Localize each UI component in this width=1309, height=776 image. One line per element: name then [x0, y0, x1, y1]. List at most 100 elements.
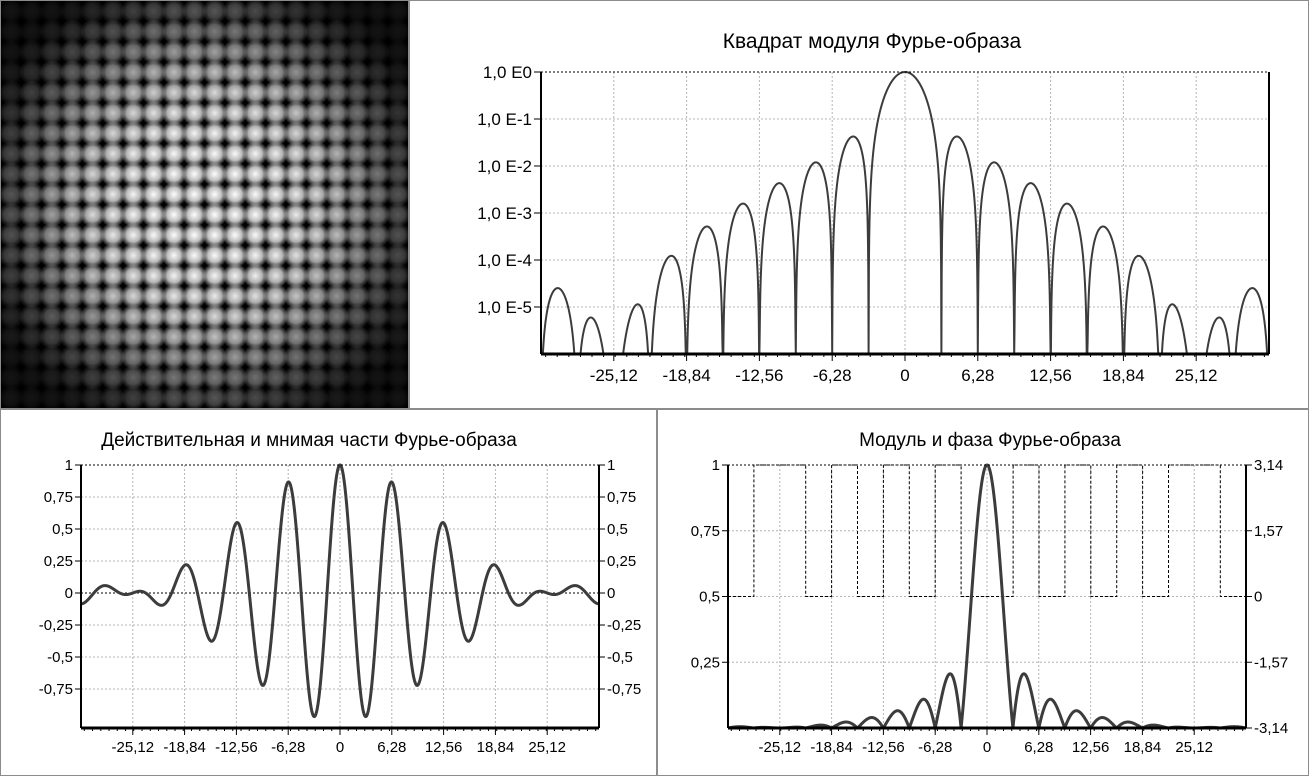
- image-dot: [263, 141, 289, 167]
- image-dot: [59, 120, 85, 146]
- image-dot: [344, 385, 370, 408]
- image-dot: [222, 364, 248, 391]
- image-dot: [283, 79, 309, 106]
- y2-tick-label: -0,75: [607, 681, 641, 698]
- y-tick-label: 1,0 E0: [483, 63, 532, 82]
- image-dot: [100, 263, 126, 289]
- image-dot: [39, 385, 65, 408]
- image-dot: [263, 303, 289, 330]
- image-dot: [202, 242, 228, 268]
- image-dot: [100, 222, 126, 248]
- image-dot: [303, 100, 330, 126]
- image-dot: [100, 324, 126, 350]
- image-dot: [18, 161, 45, 187]
- image-dot: [161, 79, 187, 106]
- x-tick-label: 18,84: [1102, 366, 1145, 385]
- y-tick-label: 0,5: [699, 589, 720, 606]
- image-dot: [324, 120, 350, 146]
- y2-tick-label: -0,5: [607, 649, 633, 666]
- image-dot: [59, 202, 85, 228]
- image-dot: [303, 242, 330, 268]
- image-dot: [1, 181, 24, 207]
- chart-title: Квадрат модуля Фурье-образа: [723, 30, 1022, 53]
- image-dot: [1, 100, 24, 126]
- image-dot: [364, 303, 391, 330]
- image-dot: [364, 1, 391, 24]
- image-dot: [39, 141, 65, 167]
- image-dot: [79, 303, 106, 330]
- image-dot: [18, 79, 45, 106]
- image-dot: [242, 202, 268, 228]
- x-tick-label: -18,84: [662, 366, 710, 385]
- image-dot: [141, 385, 167, 408]
- image-dot: [1, 283, 24, 309]
- image-dot: [59, 263, 85, 289]
- x-tick-label: -6,28: [918, 739, 952, 756]
- image-dot: [364, 141, 391, 167]
- image-dot: [202, 364, 228, 391]
- dot-grid-image: [1, 1, 408, 408]
- image-dot: [39, 263, 65, 289]
- image-dot: [324, 181, 350, 207]
- modulus-phase-chart: Модуль и фаза Фурье-образа -25,12 -18,84-…: [691, 430, 1288, 756]
- image-dot: [79, 120, 106, 146]
- image-dot: [59, 39, 85, 65]
- image-dot: [344, 263, 370, 289]
- x-tick-label: -6,28: [271, 739, 305, 756]
- image-dot: [1, 59, 24, 85]
- image-dot: [263, 385, 289, 408]
- image-dot: [385, 59, 408, 85]
- image-dot: [385, 141, 408, 167]
- image-dot: [39, 202, 65, 228]
- image-dot: [303, 283, 330, 309]
- image-dot: [18, 303, 45, 330]
- image-dot: [303, 303, 330, 330]
- image-dot: [59, 141, 85, 167]
- modulus-line: [727, 463, 1247, 734]
- image-dot: [18, 141, 45, 167]
- image-dot: [100, 385, 126, 408]
- y2-tick-label: 3,14: [1254, 457, 1283, 474]
- image-dot: [385, 79, 408, 106]
- image-dot: [222, 202, 248, 228]
- x-tick-label: 25,12: [1175, 739, 1213, 756]
- image-dot: [181, 100, 207, 126]
- image-dot: [263, 263, 289, 289]
- image-dot: [1, 385, 24, 408]
- dot-grid-image-panel: [0, 0, 409, 409]
- image-dot: [120, 344, 146, 370]
- image-dot: [303, 1, 330, 24]
- image-dot: [161, 242, 187, 268]
- image-dot: [181, 59, 207, 85]
- image-dot: [181, 344, 207, 370]
- image-dot: [18, 263, 45, 289]
- image-dot: [161, 18, 187, 45]
- image-dot: [141, 18, 167, 45]
- image-dot: [303, 364, 330, 391]
- image-dot: [141, 120, 167, 146]
- image-dot: [1, 222, 24, 248]
- image-dot: [283, 59, 309, 85]
- image-dot: [18, 202, 45, 228]
- image-dot: [324, 100, 350, 126]
- y-tick-label: 1: [712, 457, 720, 474]
- image-dot: [263, 181, 289, 207]
- image-dot: [283, 222, 309, 248]
- image-dot: [263, 59, 289, 85]
- y-tick-label: 0,25: [44, 553, 73, 570]
- image-dot: [385, 222, 408, 248]
- image-dot: [120, 222, 146, 248]
- image-dot: [283, 120, 309, 146]
- image-dot: [364, 242, 391, 268]
- image-dot: [263, 222, 289, 248]
- image-dot: [100, 79, 126, 106]
- image-dot: [120, 385, 146, 408]
- image-dot: [18, 283, 45, 309]
- image-dot: [364, 344, 391, 370]
- image-dot: [181, 283, 207, 309]
- image-dot: [100, 344, 126, 370]
- image-dot: [222, 385, 248, 408]
- image-dot: [1, 120, 24, 146]
- image-dot: [202, 141, 228, 167]
- image-dot: [303, 79, 330, 106]
